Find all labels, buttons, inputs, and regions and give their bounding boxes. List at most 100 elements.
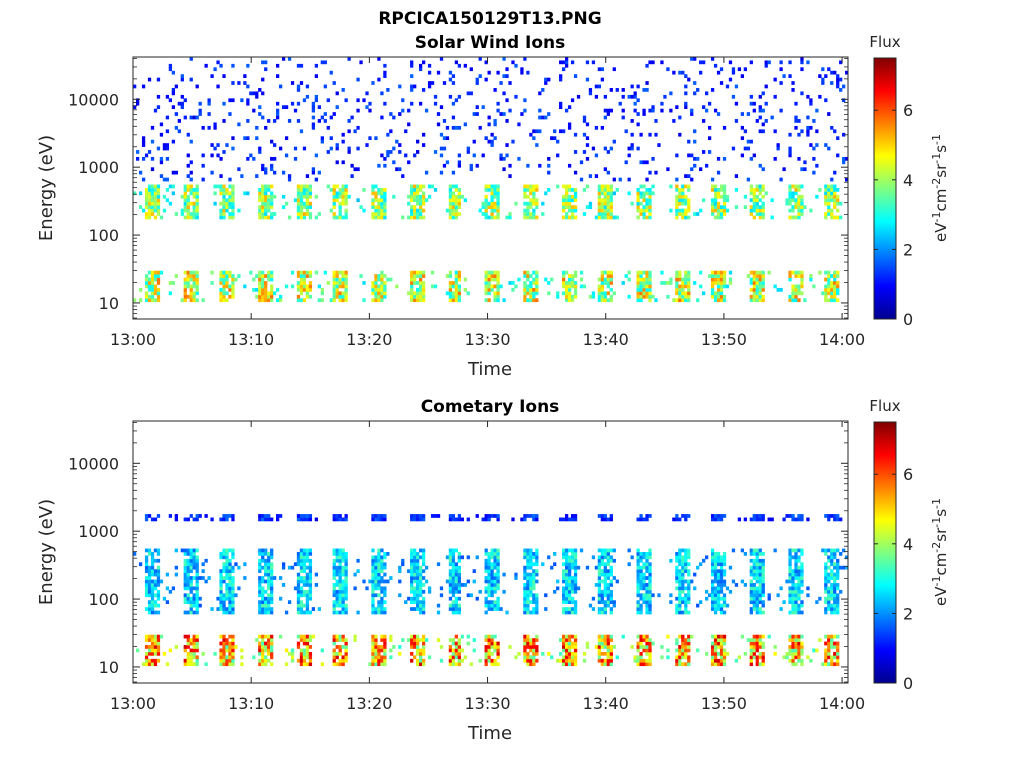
spectrogram-cell (621, 634, 625, 639)
spectrogram-cell (806, 60, 810, 65)
spectrogram-cell (749, 638, 753, 642)
spectrogram-cell (609, 277, 613, 282)
spectrogram-cell (133, 552, 137, 556)
spectrogram-cell (728, 270, 733, 275)
spectrogram-cell (225, 198, 229, 203)
spectrogram-cell (678, 579, 682, 584)
spectrogram-cell (812, 284, 816, 289)
spectrogram-cell (842, 156, 846, 161)
spectrogram-cell (597, 277, 602, 282)
spectrogram-cell (144, 284, 149, 289)
spectrogram-cell (570, 555, 575, 560)
spectrogram-cell (344, 281, 348, 285)
spectrogram-cell (648, 641, 652, 646)
spectrogram-cell (722, 658, 727, 663)
spectrogram-cell (371, 558, 375, 563)
spectrogram-cell (693, 586, 697, 591)
spectrogram-cell (728, 60, 733, 65)
spectrogram-cell (603, 298, 607, 303)
spectrogram-cell (603, 201, 607, 206)
spectrogram-cell (219, 63, 223, 68)
spectrogram-cell (341, 583, 345, 587)
spectrogram-cell (570, 562, 575, 567)
spectrogram-cell (410, 205, 414, 209)
spectrogram-cell (675, 555, 679, 560)
spectrogram-cell (648, 191, 652, 196)
spectrogram-cell (713, 662, 718, 667)
spectrogram-cell (582, 115, 587, 120)
spectrogram-cell (156, 291, 161, 296)
spectrogram-cell (833, 277, 837, 282)
spectrogram-cell (490, 641, 494, 646)
spectrogram-cell (147, 600, 152, 605)
spectrogram-cell (156, 558, 161, 563)
spectrogram-cell (416, 270, 420, 275)
spectrogram-cell (496, 101, 500, 106)
spectrogram-cell (144, 662, 149, 667)
spectrogram-cell (296, 298, 301, 303)
spectrogram-cell (761, 634, 765, 639)
spectrogram-cell (490, 562, 494, 567)
spectrogram-cell (487, 205, 491, 209)
spectrogram-cell (308, 572, 313, 577)
spectrogram-cell (264, 188, 268, 192)
spectrogram-cell (645, 558, 649, 563)
spectrogram-cell (341, 593, 345, 598)
spectrogram-cell (219, 201, 223, 206)
spectrogram-cell (228, 112, 232, 116)
spectrogram-cell (293, 156, 298, 161)
spectrogram-cell (752, 655, 756, 660)
spectrogram-cell (788, 184, 792, 189)
spectrogram-cell (150, 208, 155, 213)
spectrogram-cell (645, 277, 649, 282)
spectrogram-cell (341, 589, 345, 594)
spectrogram-cell (335, 146, 339, 151)
spectrogram-cell (490, 576, 494, 580)
spectrogram-cell (496, 514, 500, 518)
spectrogram-cell (460, 583, 464, 587)
spectrogram-cell (645, 191, 649, 196)
spectrogram-cell (308, 212, 313, 216)
spectrogram-cell (713, 565, 718, 570)
spectrogram-cell (374, 593, 378, 598)
spectrogram-cell (234, 593, 238, 598)
spectrogram-cell (684, 655, 688, 660)
spectrogram-cell (371, 184, 375, 189)
spectrogram-cell (270, 517, 274, 522)
spectrogram-cell (240, 655, 244, 660)
spectrogram-cell (484, 298, 488, 303)
spectrogram-cell (296, 610, 301, 615)
spectrogram-cell (219, 648, 223, 653)
spectrogram-cell (487, 558, 491, 563)
spectrogram-cell (448, 596, 453, 601)
spectrogram-cell (258, 212, 262, 216)
spectrogram-cell (377, 517, 381, 522)
spectrogram-cell (532, 638, 536, 642)
spectrogram-cell (204, 558, 208, 563)
spectrogram-cell (797, 156, 801, 161)
spectrogram-cell (305, 514, 310, 518)
spectrogram-cell (606, 555, 610, 560)
spectrogram-cell (526, 638, 530, 642)
spectrogram-cell (299, 658, 304, 663)
spectrogram-cell (684, 74, 688, 78)
spectrogram-cell (386, 153, 390, 158)
spectrogram-cell (496, 281, 500, 285)
spectrogram-cell (547, 170, 551, 175)
spectrogram-cell (716, 188, 721, 192)
spectrogram-cell (171, 139, 176, 144)
spectrogram-cell (594, 645, 599, 649)
spectrogram-cell (377, 648, 381, 653)
spectrogram-cell (722, 205, 727, 209)
spectrogram-cell (228, 658, 232, 663)
spectrogram-cell (261, 294, 265, 299)
spectrogram-cell (448, 77, 453, 82)
spectrogram-cell (270, 645, 274, 649)
spectrogram-cell (141, 84, 146, 89)
spectrogram-cell (669, 593, 673, 598)
spectrogram-cell (731, 579, 736, 584)
spectrogram-cell (606, 215, 610, 220)
spectrogram-cell (544, 277, 548, 282)
spectrogram-cell (791, 298, 795, 303)
spectrogram-cell (734, 205, 739, 209)
